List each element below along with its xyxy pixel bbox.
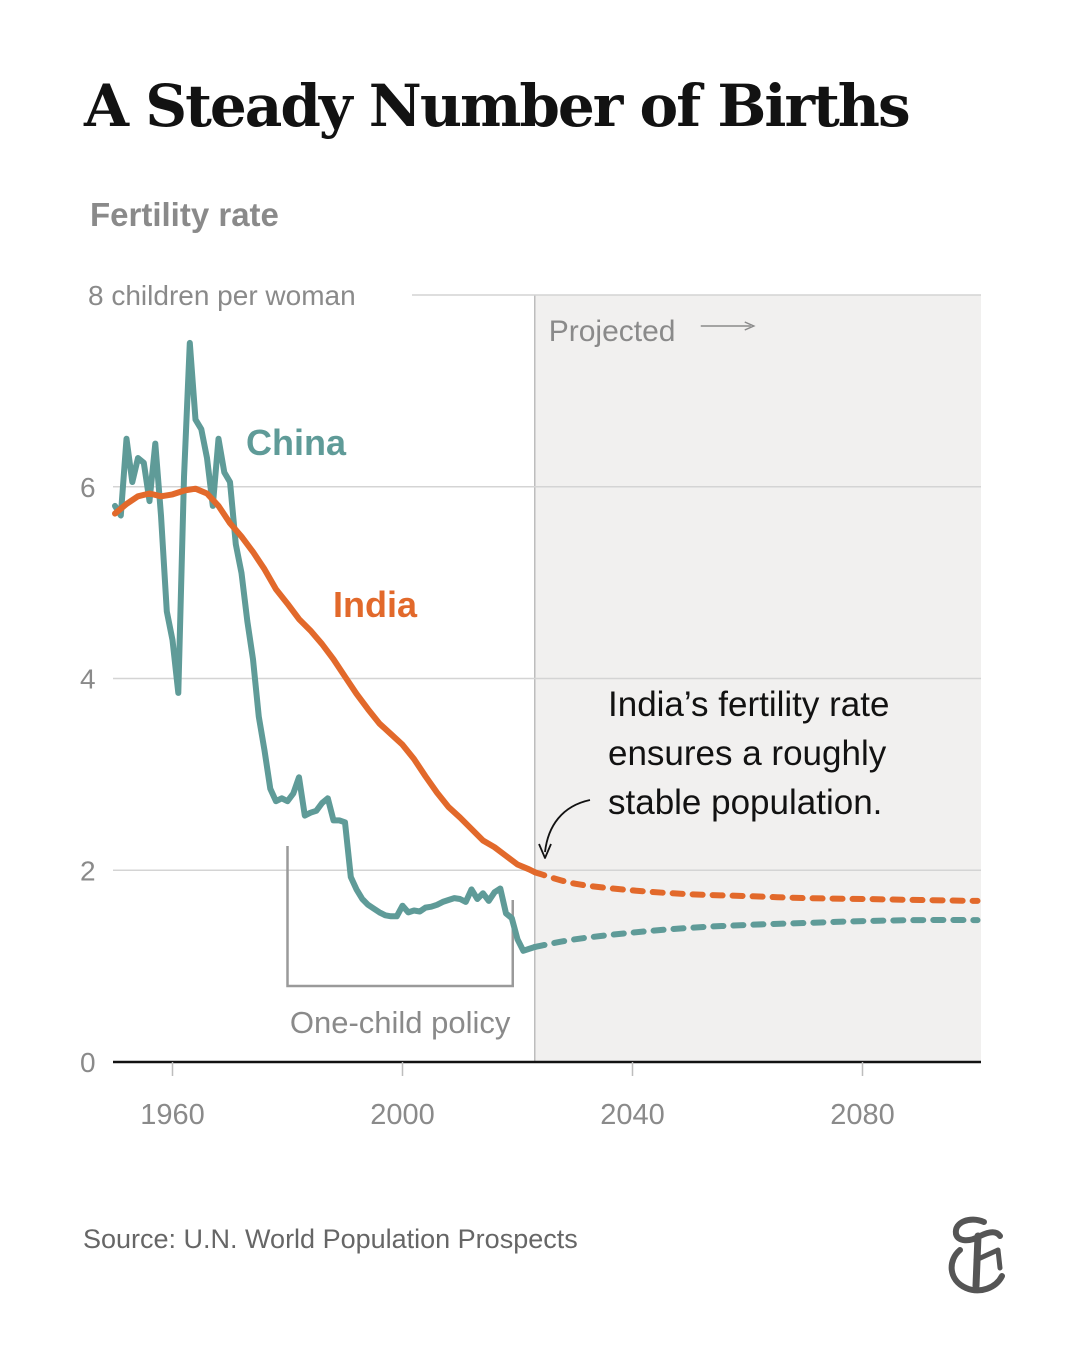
x-tick-label: 1960 xyxy=(140,1099,205,1131)
chart-title: A Steady Number of Births xyxy=(84,72,911,140)
india-note-arrow-icon xyxy=(538,843,552,859)
y-tick-label: 6 xyxy=(80,472,96,503)
india-note-line: stable population. xyxy=(608,783,882,822)
china-projected-line xyxy=(531,917,981,950)
projected-arrow-icon xyxy=(744,321,756,331)
y-tick-label: 0 xyxy=(80,1047,96,1078)
india-observed-line xyxy=(112,485,538,876)
india-note-arrow-line xyxy=(544,799,591,853)
one-child-policy-label: One-child policy xyxy=(290,1005,511,1040)
india-projected-line xyxy=(531,869,981,904)
india-note-line: ensures a roughly xyxy=(608,734,887,773)
source-note: Source: U.N. World Population Prospects xyxy=(83,1224,578,1254)
y-tick-label: 8 children per woman xyxy=(88,280,356,311)
india-note-line: India’s fertility rate xyxy=(608,685,889,724)
chart-subtitle: Fertility rate xyxy=(90,196,279,233)
india-series-label: India xyxy=(333,584,418,625)
x-tick-label: 2080 xyxy=(830,1099,895,1131)
y-tick-label: 2 xyxy=(80,855,96,886)
china-observed-line xyxy=(112,339,538,954)
x-tick-label: 2040 xyxy=(600,1099,665,1131)
one-child-policy-bracket xyxy=(286,846,514,988)
y-tick-label: 4 xyxy=(80,664,96,695)
x-tick-label: 2000 xyxy=(370,1099,435,1131)
nyt-logo-icon xyxy=(948,1216,1005,1294)
china-series-label: China xyxy=(246,422,347,463)
projected-label: Projected xyxy=(549,315,676,348)
